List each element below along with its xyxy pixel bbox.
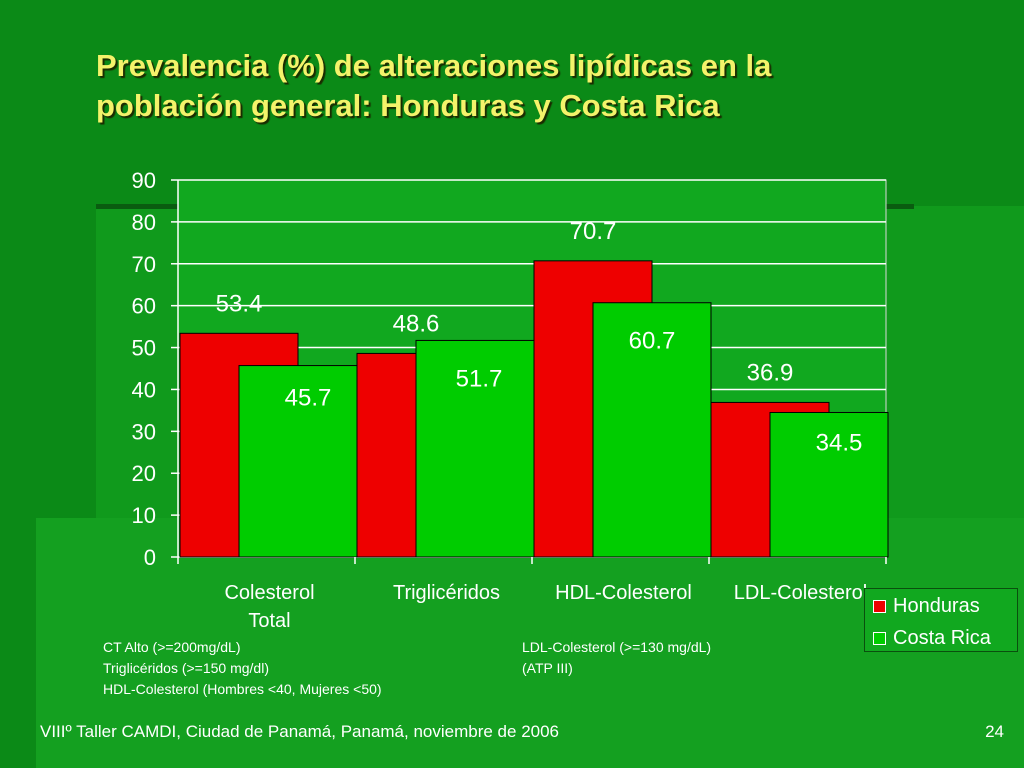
y-tick-label: 30: [132, 419, 156, 444]
y-tick-label: 70: [132, 252, 156, 277]
legend-item-honduras: Honduras: [873, 594, 980, 618]
data-label-costa-rica: 45.7: [285, 385, 332, 412]
bar-costa-rica: [238, 365, 358, 558]
legend-item-costa-rica: Costa Rica: [873, 626, 991, 650]
y-tick-label: 10: [132, 503, 156, 528]
x-tick-label: Colesterol: [224, 582, 314, 604]
x-tick-label: Total: [248, 610, 290, 632]
x-tick-label: LDL-Colesterol: [734, 582, 867, 604]
x-tick-label: Triglicéridos: [393, 582, 500, 604]
y-tick-label: 0: [144, 545, 156, 570]
note-line: HDL-Colesterol (Hombres <40, Mujeres <50…: [103, 681, 382, 697]
note-line: Triglicéridos (>=150 mg/dl): [103, 660, 269, 676]
slide-title: Prevalencia (%) de alteraciones lipídica…: [96, 46, 996, 126]
y-tick-label: 90: [132, 168, 156, 193]
chart-legend: Honduras Costa Rica: [864, 588, 1018, 652]
slide-footer: VIIIº Taller CAMDI, Ciudad de Panamá, Pa…: [40, 722, 560, 741]
y-tick-label: 50: [132, 336, 156, 361]
data-label-honduras: 48.6: [393, 310, 440, 337]
legend-swatch-costa-rica: [873, 631, 886, 645]
data-label-honduras: 36.9: [747, 359, 794, 386]
x-tick-label: HDL-Colesterol: [555, 582, 692, 604]
slide-title-line-2: población general: Honduras y Costa Rica: [96, 88, 720, 123]
y-tick-label: 40: [132, 377, 156, 402]
bar-costa-rica: [592, 302, 712, 558]
y-tick-label: 60: [132, 294, 156, 319]
note-line: (ATP III): [522, 660, 573, 676]
y-tick-label: 80: [132, 210, 156, 235]
page-number: 24: [985, 722, 1004, 741]
notes-right: LDL-Colesterol (>=130 mg/dL) (ATP III): [522, 637, 711, 679]
data-label-costa-rica: 34.5: [816, 429, 863, 456]
legend-label-costa-rica: Costa Rica: [893, 626, 991, 649]
data-label-honduras: 53.4: [216, 290, 263, 317]
legend-label-honduras: Honduras: [893, 594, 980, 617]
background-panel-lower: [36, 518, 1024, 768]
bar-costa-rica: [769, 411, 889, 558]
bar-costa-rica: [415, 339, 535, 558]
slide-title-line-1: Prevalencia (%) de alteraciones lipídica…: [96, 48, 772, 83]
note-line: CT Alto (>=200mg/dL): [103, 639, 241, 655]
data-label-costa-rica: 60.7: [629, 328, 676, 355]
note-line: LDL-Colesterol (>=130 mg/dL): [522, 639, 712, 655]
notes-left: CT Alto (>=200mg/dL) Triglicéridos (>=15…: [103, 637, 382, 700]
data-label-costa-rica: 51.7: [456, 365, 503, 392]
data-label-honduras: 70.7: [570, 218, 617, 245]
legend-swatch-honduras: [873, 599, 886, 613]
y-tick-label: 20: [132, 461, 156, 486]
